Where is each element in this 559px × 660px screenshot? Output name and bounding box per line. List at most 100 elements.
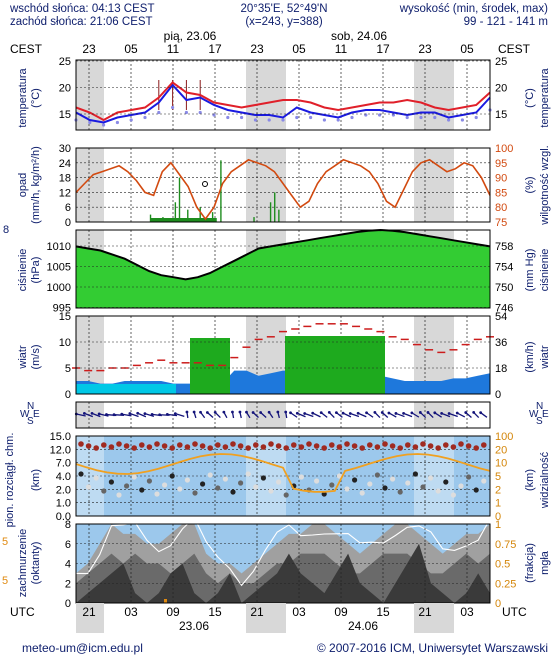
wind-arrow bbox=[403, 412, 413, 418]
sunrise-text: wschód słońca: 04:13 CEST bbox=[9, 3, 154, 15]
cloud-base-marker bbox=[390, 476, 396, 482]
cloud-top-marker bbox=[435, 445, 442, 451]
rh-tick-right: 75 bbox=[495, 217, 507, 229]
wind-arrow bbox=[297, 412, 306, 418]
night-band bbox=[246, 60, 286, 130]
wind-arrow-head bbox=[402, 411, 405, 415]
cloud-base-marker bbox=[412, 471, 418, 477]
dew-point-marker bbox=[460, 118, 464, 122]
wind-arrow-head bbox=[289, 411, 292, 415]
cloud-top-marker bbox=[268, 441, 274, 447]
cloud-top-marker bbox=[108, 444, 115, 450]
night-band bbox=[246, 603, 286, 633]
cloud-base-marker bbox=[222, 476, 228, 482]
cloud-top-marker bbox=[260, 444, 267, 450]
wind-arrow bbox=[121, 413, 132, 417]
cloud-base-marker bbox=[481, 478, 487, 484]
cloud-base-marker bbox=[367, 481, 373, 487]
cloud-tick-left: 2 bbox=[65, 578, 71, 590]
cloud-base-marker bbox=[473, 487, 479, 493]
cloud-low-area bbox=[76, 543, 490, 603]
rain-marker bbox=[202, 181, 208, 187]
vis-tick-left: 2.0 bbox=[56, 484, 71, 496]
precip-tick-left: 0 bbox=[65, 217, 71, 229]
pressure-left-label-1: ciśnienie bbox=[17, 249, 29, 292]
date-label-2: 24.06 bbox=[348, 619, 378, 633]
temp-tick-right: 25 bbox=[495, 56, 507, 68]
dew-point-marker bbox=[184, 110, 188, 115]
wind-arrow-head bbox=[105, 413, 108, 416]
wind-arrow-head bbox=[136, 411, 140, 415]
dew-point-marker bbox=[226, 115, 230, 120]
wind-arrow bbox=[91, 412, 101, 418]
temp-tick-right: 20 bbox=[495, 83, 507, 95]
cloud-base-marker bbox=[359, 490, 365, 496]
cloud-top-marker bbox=[161, 443, 168, 449]
cloud-base-marker bbox=[116, 492, 122, 498]
top-hour-labels: 23 05 11 17 23 05 11 17 23 05 bbox=[82, 42, 474, 56]
top-hour-label: 23 bbox=[250, 42, 264, 56]
wind-arrow-head bbox=[327, 411, 331, 414]
bottom-hour-label: 21 bbox=[250, 605, 264, 619]
pressure-tick-right: 758 bbox=[495, 241, 513, 253]
wind-arrow-head bbox=[150, 412, 154, 416]
temp-right-label-2: (°C) bbox=[524, 88, 536, 108]
cloud-top-marker bbox=[78, 441, 84, 447]
dew-point-marker bbox=[240, 115, 244, 120]
pressure-area bbox=[76, 230, 490, 308]
cloud-top-marker bbox=[207, 445, 213, 451]
cloud-base-marker bbox=[260, 475, 266, 481]
vis-left-label-1: pion. rozciągł. chm. bbox=[4, 433, 16, 528]
precip-right-label-2: (%) bbox=[524, 176, 536, 193]
wind-arrow-head bbox=[356, 411, 360, 415]
cloud-base-marker bbox=[215, 485, 221, 491]
cloud-top-marker bbox=[123, 443, 130, 449]
vis-tick-right: 20 bbox=[495, 444, 507, 456]
bottom-hour-label: 03 bbox=[292, 605, 306, 619]
precip-tick-left: 30 bbox=[59, 143, 71, 155]
wind-arrow-head bbox=[373, 411, 377, 414]
wind-area-gust bbox=[285, 336, 385, 394]
pressure-right-label-1: ciśnienie bbox=[539, 249, 551, 292]
wind-arrow-head bbox=[276, 410, 280, 414]
top-hour-label: 05 bbox=[124, 42, 138, 56]
dew-point-marker bbox=[309, 115, 313, 120]
dew-point-marker bbox=[157, 110, 161, 115]
wind-arrow-head bbox=[192, 410, 196, 414]
wind-arrow-head bbox=[303, 412, 307, 415]
day-label-1: pią, 23.06 bbox=[164, 29, 217, 43]
cloud-base-marker bbox=[268, 488, 274, 494]
night-band bbox=[414, 148, 454, 222]
cloud-top-marker bbox=[374, 444, 381, 450]
cloud-base-marker bbox=[101, 488, 107, 494]
wind-arrow bbox=[350, 412, 360, 418]
temp-tick-left: 15 bbox=[59, 109, 71, 121]
wind-arrow-head bbox=[426, 411, 430, 414]
bottom-hour-labels: 21 03 09 15 21 03 09 15 21 03 bbox=[82, 605, 474, 619]
cloud-base-marker bbox=[207, 472, 213, 478]
wind-arrow-head bbox=[410, 411, 414, 415]
vis-tick-left: 7.0 bbox=[56, 458, 71, 470]
cloud-base-marker bbox=[435, 488, 441, 494]
cloud-base-marker bbox=[93, 475, 99, 481]
panel-border bbox=[75, 401, 491, 429]
precip-tick-left: 6 bbox=[65, 202, 71, 214]
cloud-right-label-1: mgła bbox=[539, 550, 551, 575]
cloud-base-marker bbox=[382, 485, 388, 491]
compass-right: N W E S bbox=[529, 401, 549, 427]
cloud-top-marker bbox=[306, 441, 312, 447]
rh-tick-right: 100 bbox=[495, 143, 513, 155]
dew-point-marker bbox=[171, 105, 175, 110]
footer-email[interactable]: meteo-um@icm.edu.pl bbox=[22, 641, 143, 655]
precip-tick-left: 24 bbox=[59, 158, 71, 170]
cloud-top-marker bbox=[177, 442, 183, 448]
utc-label-right: UTC bbox=[502, 605, 527, 619]
vis-tick-right: 1 bbox=[495, 498, 501, 510]
wind-arrow-head bbox=[90, 411, 94, 415]
cloud-top-marker bbox=[359, 445, 366, 451]
cloud-base-marker bbox=[428, 475, 434, 481]
compass-n: N bbox=[536, 401, 543, 412]
wind-tick-left: 15 bbox=[59, 311, 71, 323]
wind-arrow-head bbox=[222, 410, 226, 414]
